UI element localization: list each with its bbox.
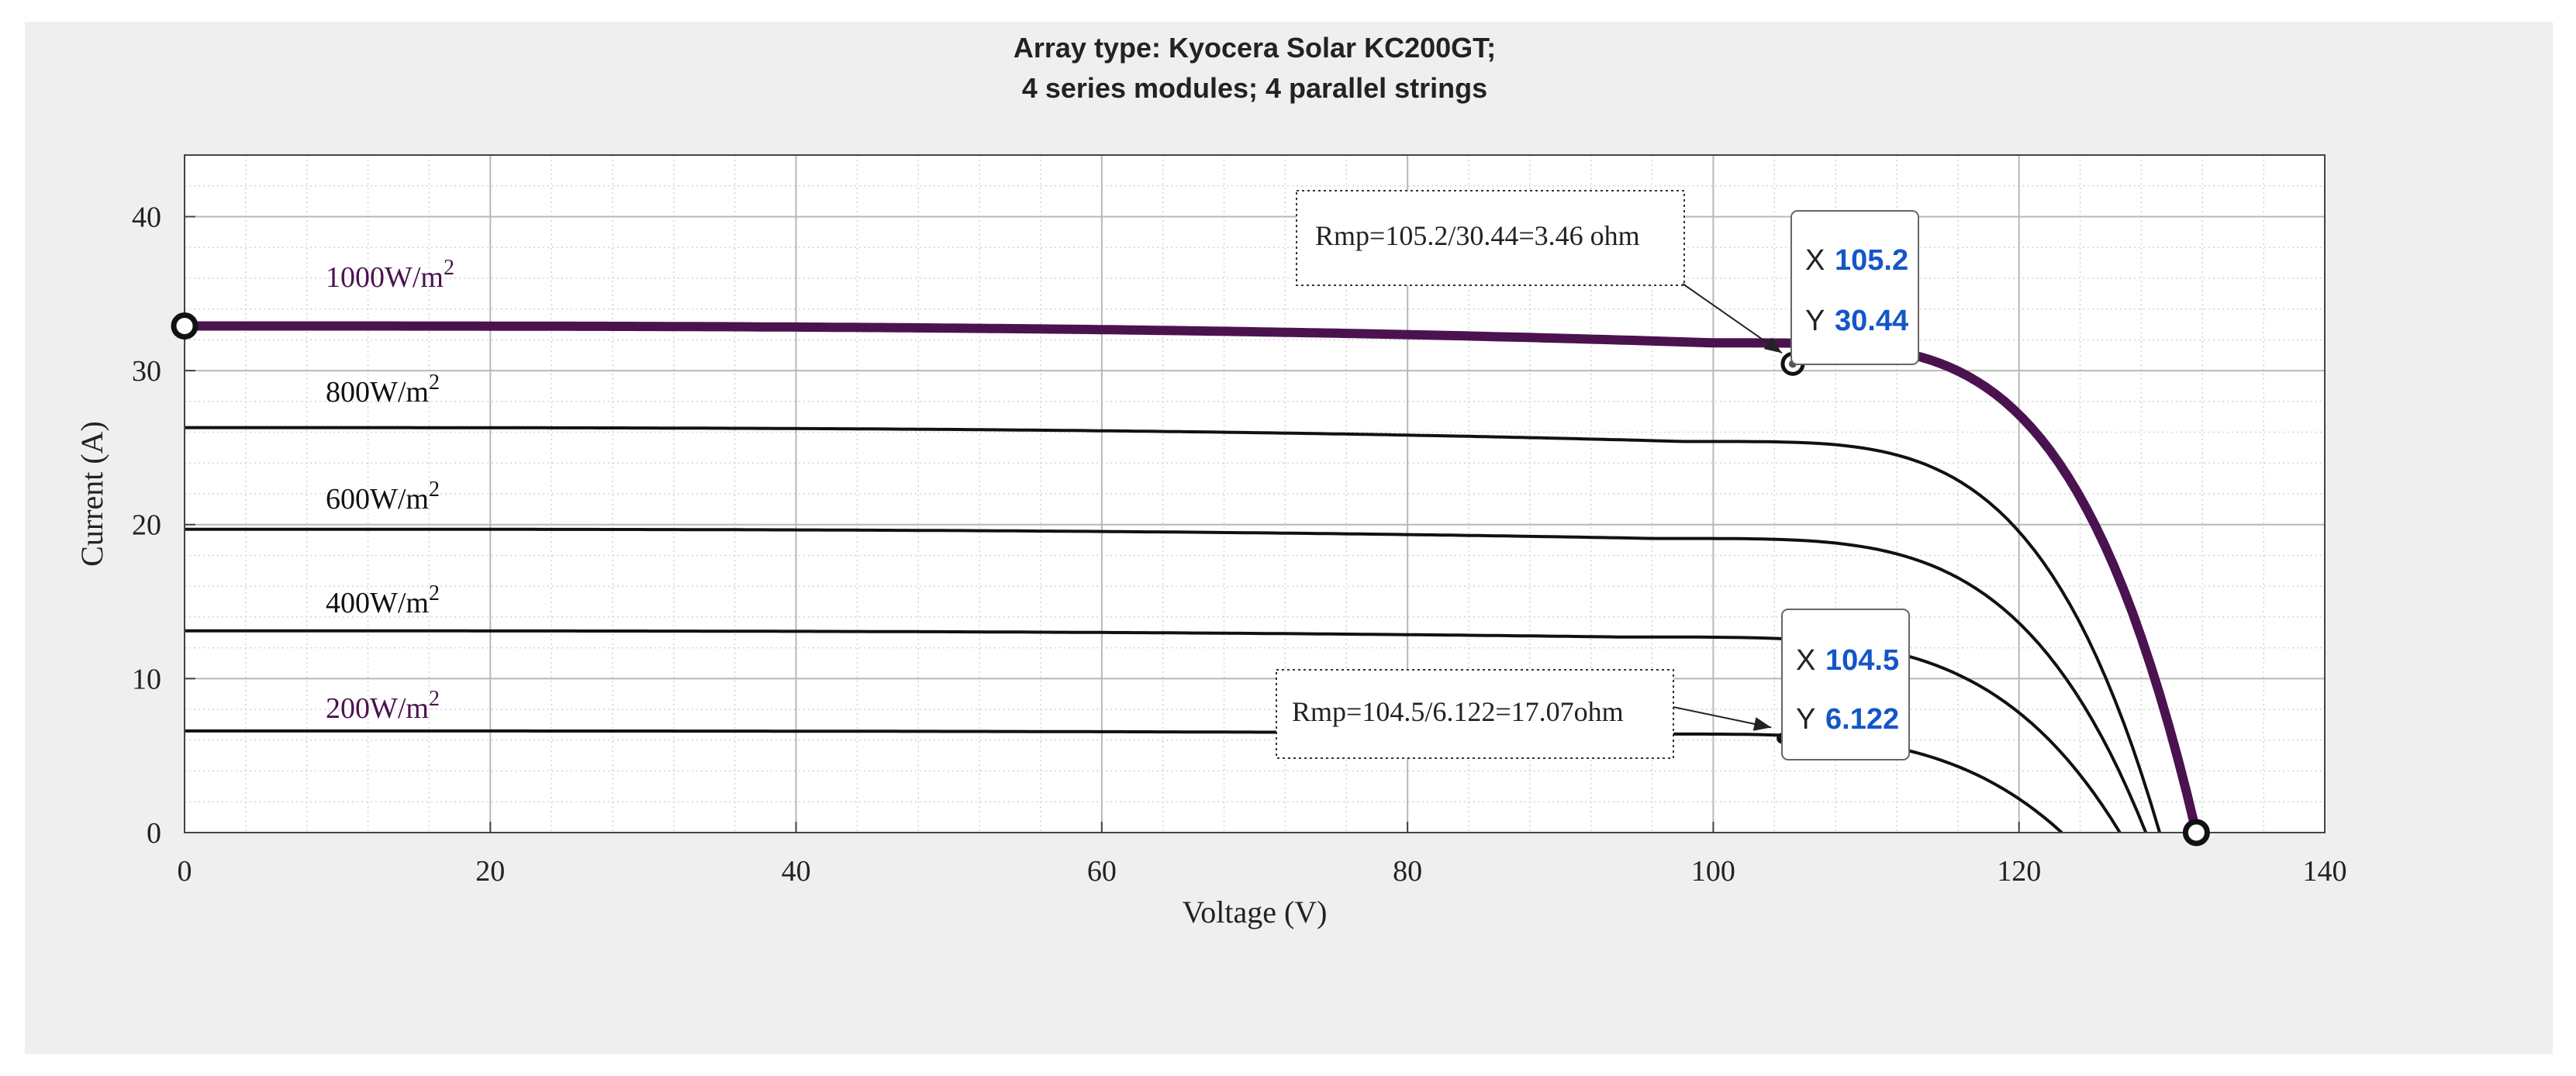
x-tick-label: 120 (1997, 855, 2041, 888)
datatip-1000[interactable]: X 105.2 Y 30.44 (1790, 210, 1919, 365)
figure-panel: Array type: Kyocera Solar KC200GT; 4 ser… (25, 22, 2553, 1054)
label-600w: 600W/m2 (326, 478, 440, 516)
iv-curve-200w (185, 729, 2063, 834)
y-tick-label: 30 (132, 355, 161, 388)
x-tick-label: 100 (1691, 855, 1735, 888)
x-tick-label: 0 (178, 855, 192, 888)
datatip-1000-box (1790, 210, 1919, 365)
label-1000w-sup: 2 (444, 256, 454, 280)
rmp-200-arrowhead (1752, 717, 1772, 731)
iv-curve-800w (185, 426, 2162, 833)
iv-chart: Array type: Kyocera Solar KC200GT; 4 ser… (74, 32, 2347, 929)
y-tick-label: 0 (147, 817, 161, 850)
datatip-200[interactable]: X 104.5 Y 6.122 (1781, 609, 1910, 760)
chart-title-line-1: Array type: Kyocera Solar KC200GT; (1013, 32, 1496, 64)
datatip-1000-x-value: 105.2 (1835, 244, 1908, 277)
x-tick-label: 140 (2303, 855, 2347, 888)
datatip-200-x-value: 104.5 (1825, 644, 1899, 677)
datatip-1000-y-value: 30.44 (1835, 305, 1908, 337)
y-axis-ticks: 0 10 20 30 40 (132, 201, 195, 850)
plot-border (184, 154, 2326, 833)
label-200w-main: 200W/m (326, 692, 429, 725)
label-800w-sup: 2 (429, 371, 440, 395)
rmp-1000-arrow (1682, 283, 1783, 354)
x-tick-label: 60 (1087, 855, 1117, 888)
iv-curve-600w (185, 527, 2148, 833)
label-600w-sup: 2 (429, 478, 440, 502)
x-axis-ticks: 0 20 40 60 80 100 120 140 (178, 822, 2347, 888)
marker-isc-1000[interactable] (171, 312, 199, 340)
x-tick-label: 20 (475, 855, 505, 888)
x-tick-label: 80 (1393, 855, 1422, 888)
label-1000w: 1000W/m2 (326, 256, 454, 294)
y-axis-label: Current (A) (74, 421, 109, 567)
label-600w-main: 600W/m (326, 483, 429, 516)
label-400w-sup: 2 (429, 581, 440, 605)
curve-markers (171, 312, 2210, 847)
datatip-200-box (1781, 609, 1910, 760)
label-200w-sup: 2 (429, 687, 440, 711)
label-1000w-main: 1000W/m (326, 261, 444, 294)
x-axis-label: Voltage (V) (1183, 895, 1328, 929)
marker-voc-1000[interactable] (2182, 819, 2210, 847)
rmp-200-box (1276, 669, 1674, 759)
label-400w-main: 400W/m (326, 587, 429, 619)
datatip-1000-x-label: X (1805, 244, 1825, 277)
y-tick-label: 10 (132, 663, 161, 695)
y-tick-label: 40 (132, 201, 161, 233)
label-800w: 800W/m2 (326, 371, 440, 409)
label-200w: 200W/m2 (326, 687, 440, 725)
datatip-200-y-label: Y (1796, 703, 1815, 736)
label-400w: 400W/m2 (326, 581, 440, 619)
rmp-1000-arrowhead (1763, 337, 1782, 353)
label-800w-main: 800W/m (326, 376, 429, 409)
annotation-arrows (1673, 283, 1783, 731)
rmp-1000-box (1296, 190, 1685, 286)
datatip-200-x-label: X (1796, 644, 1815, 677)
y-tick-label: 20 (132, 509, 161, 542)
chart-title-line-2: 4 series modules; 4 parallel strings (1022, 72, 1487, 104)
datatip-200-y-value: 6.122 (1825, 703, 1899, 736)
rmp-1000-text: Rmp=105.2/30.44=3.46 ohm (1315, 220, 1640, 251)
x-tick-label: 40 (782, 855, 811, 888)
datatip-1000-y-label: Y (1805, 305, 1825, 337)
rmp-200-text: Rmp=104.5/6.122=17.07ohm (1292, 696, 1624, 727)
